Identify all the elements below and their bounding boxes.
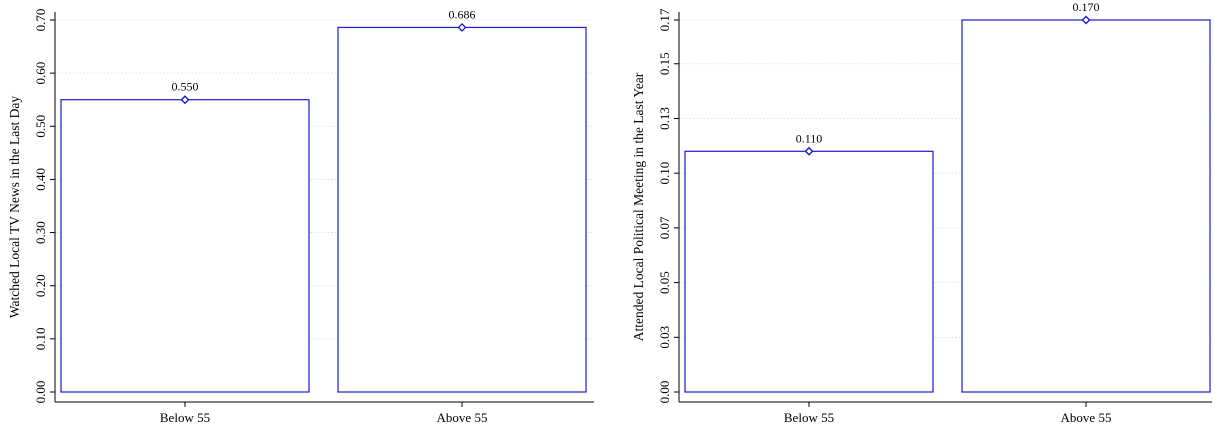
- y-tick-label: 0.70: [33, 9, 48, 32]
- bar-2: [961, 19, 1211, 393]
- data-label: 0.550: [172, 80, 199, 94]
- x-tick-label: Below 55: [160, 410, 210, 425]
- data-point-marker: [180, 95, 190, 105]
- y-tick-label: 0.13: [657, 107, 672, 130]
- data-point-marker: [1081, 15, 1091, 25]
- y-tick-label: 0.10: [657, 162, 672, 185]
- chart-panel-1: 0.00 0.10 0.20 0.30 0.40 0.50 0.60 0.70 Watched …: [7, 7, 594, 425]
- y-axis-label: Watched Local TV News in the Last Day: [7, 96, 22, 318]
- x-tick-label: Above 55: [1061, 410, 1112, 425]
- y-tick-label: 0.60: [33, 62, 48, 85]
- data-point-marker: [457, 22, 467, 32]
- y-tick-label: 0.50: [33, 115, 48, 138]
- x-tick-label: Below 55: [784, 410, 834, 425]
- y-tick-label: 0.30: [33, 221, 48, 244]
- data-label: 0.110: [796, 131, 823, 145]
- y-tick-label: 0.40: [33, 168, 48, 191]
- y-tick-label: 0.20: [33, 274, 48, 297]
- chart-panel-2: 0.00 0.03 0.05 0.07 0.10 0.13 0.15 0.17 Attended…: [631, 0, 1212, 425]
- y-axis-label: Attended Local Political Meeting in the …: [631, 72, 646, 341]
- y-tick-label: 0.00: [657, 381, 672, 404]
- y-tick-label: 0.10: [33, 327, 48, 350]
- y-tick-label: 0.15: [657, 52, 672, 75]
- data-label: 0.686: [449, 7, 476, 21]
- data-point-marker: [804, 146, 814, 156]
- data-label: 0.170: [1073, 0, 1100, 14]
- bar-2: [337, 26, 587, 393]
- bar-1: [60, 99, 310, 393]
- x-tick-label: Above 55: [437, 410, 488, 425]
- y-tick-label: 0.05: [657, 271, 672, 294]
- bar-1: [684, 150, 934, 393]
- y-tick-label: 0.00: [33, 381, 48, 404]
- y-tick-label: 0.17: [657, 8, 672, 31]
- y-tick-label: 0.07: [657, 216, 672, 239]
- y-tick-label: 0.03: [657, 326, 672, 349]
